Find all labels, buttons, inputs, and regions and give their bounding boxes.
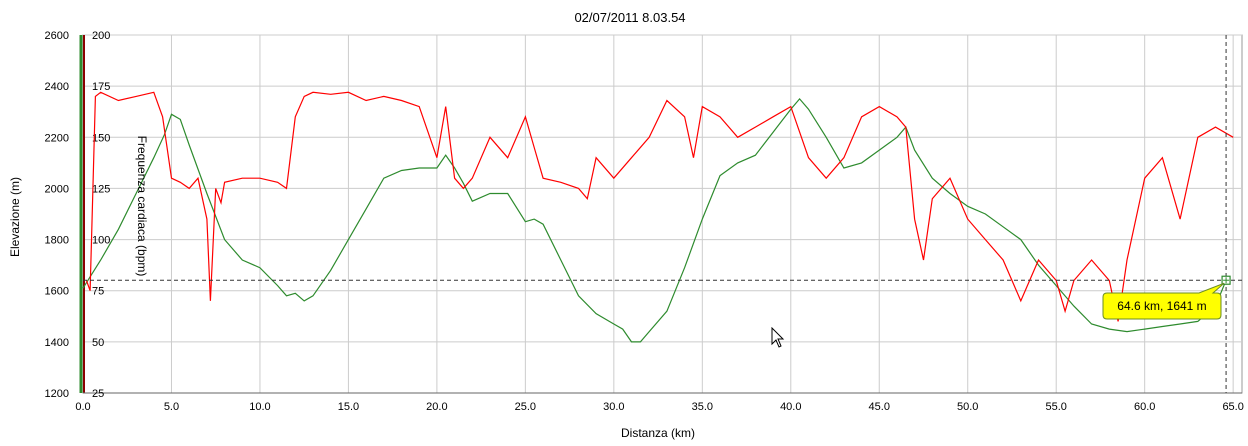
x-tick-labels: 0.0 5.0 10.0 15.0 20.0 25.0 30.0 35.0 40.0 45.0 50… bbox=[75, 401, 1244, 413]
x-tick-label: 60.0 bbox=[1134, 401, 1155, 413]
x-tick-label: 15.0 bbox=[338, 401, 359, 413]
y-left-tick-label: 2600 bbox=[45, 30, 69, 42]
y-left-tick-label: 2000 bbox=[45, 183, 69, 195]
y-left-tick-label: 2200 bbox=[45, 132, 69, 144]
grid bbox=[82, 34, 1243, 394]
y-right-tick-label: 75 bbox=[92, 286, 104, 298]
x-tick-label: 65.0 bbox=[1222, 401, 1243, 413]
y-left-tick-labels: 1200 1400 1600 1800 2000 2200 2400 2600 bbox=[45, 30, 69, 400]
y-right-tick-label: 100 bbox=[92, 235, 110, 247]
y-right-tick-label: 50 bbox=[92, 337, 104, 349]
y-right-tick-labels: 25 50 75 100 125 150 175 200 bbox=[92, 30, 110, 400]
y-left-tick-label: 1800 bbox=[45, 235, 69, 247]
x-tick-label: 35.0 bbox=[692, 401, 713, 413]
elevation-series-line bbox=[82, 97, 1227, 343]
y-right-tick-label: 175 bbox=[92, 81, 110, 93]
y-left-tick-label: 2400 bbox=[45, 81, 69, 93]
x-tick-label: 5.0 bbox=[164, 401, 179, 413]
y-right-tick-label: 200 bbox=[92, 30, 110, 42]
y-left-tick-label: 1600 bbox=[45, 286, 69, 298]
y-left-tick-label: 1200 bbox=[45, 388, 69, 400]
x-tick-label: 0.0 bbox=[75, 401, 90, 413]
x-tick-label: 40.0 bbox=[780, 401, 801, 413]
y-right-tick-label: 25 bbox=[92, 388, 104, 400]
x-tick-label: 10.0 bbox=[249, 401, 270, 413]
marker-group[interactable]: 64.6 km, 1641 m bbox=[83, 35, 1242, 393]
y-right-tick-label: 125 bbox=[92, 183, 110, 195]
marker-callout-box bbox=[1102, 282, 1225, 320]
axes bbox=[79, 35, 1242, 394]
marker-callout-label: 64.6 km, 1641 m bbox=[1117, 299, 1206, 313]
y-right-axis-label: Frequenza cardiaca (bpm) bbox=[135, 136, 149, 277]
x-tick-label: 55.0 bbox=[1045, 401, 1066, 413]
mouse-pointer-icon bbox=[771, 327, 785, 348]
y-left-axis-label: Elevazione (m) bbox=[8, 177, 22, 257]
chart-title: 02/07/2011 8.03.54 bbox=[574, 10, 685, 25]
y-right-tick-label: 150 bbox=[92, 132, 110, 144]
x-axis-label: Distanza (km) bbox=[621, 426, 695, 440]
heart-rate-series-line bbox=[85, 91, 1234, 322]
plot-area bbox=[82, 34, 1243, 394]
x-tick-label: 20.0 bbox=[426, 401, 447, 413]
series-group bbox=[82, 91, 1234, 343]
x-tick-label: 50.0 bbox=[957, 401, 978, 413]
y-left-tick-label: 1400 bbox=[45, 337, 69, 349]
x-tick-label: 25.0 bbox=[515, 401, 536, 413]
x-tick-label: 30.0 bbox=[603, 401, 624, 413]
x-tick-label: 45.0 bbox=[869, 401, 890, 413]
